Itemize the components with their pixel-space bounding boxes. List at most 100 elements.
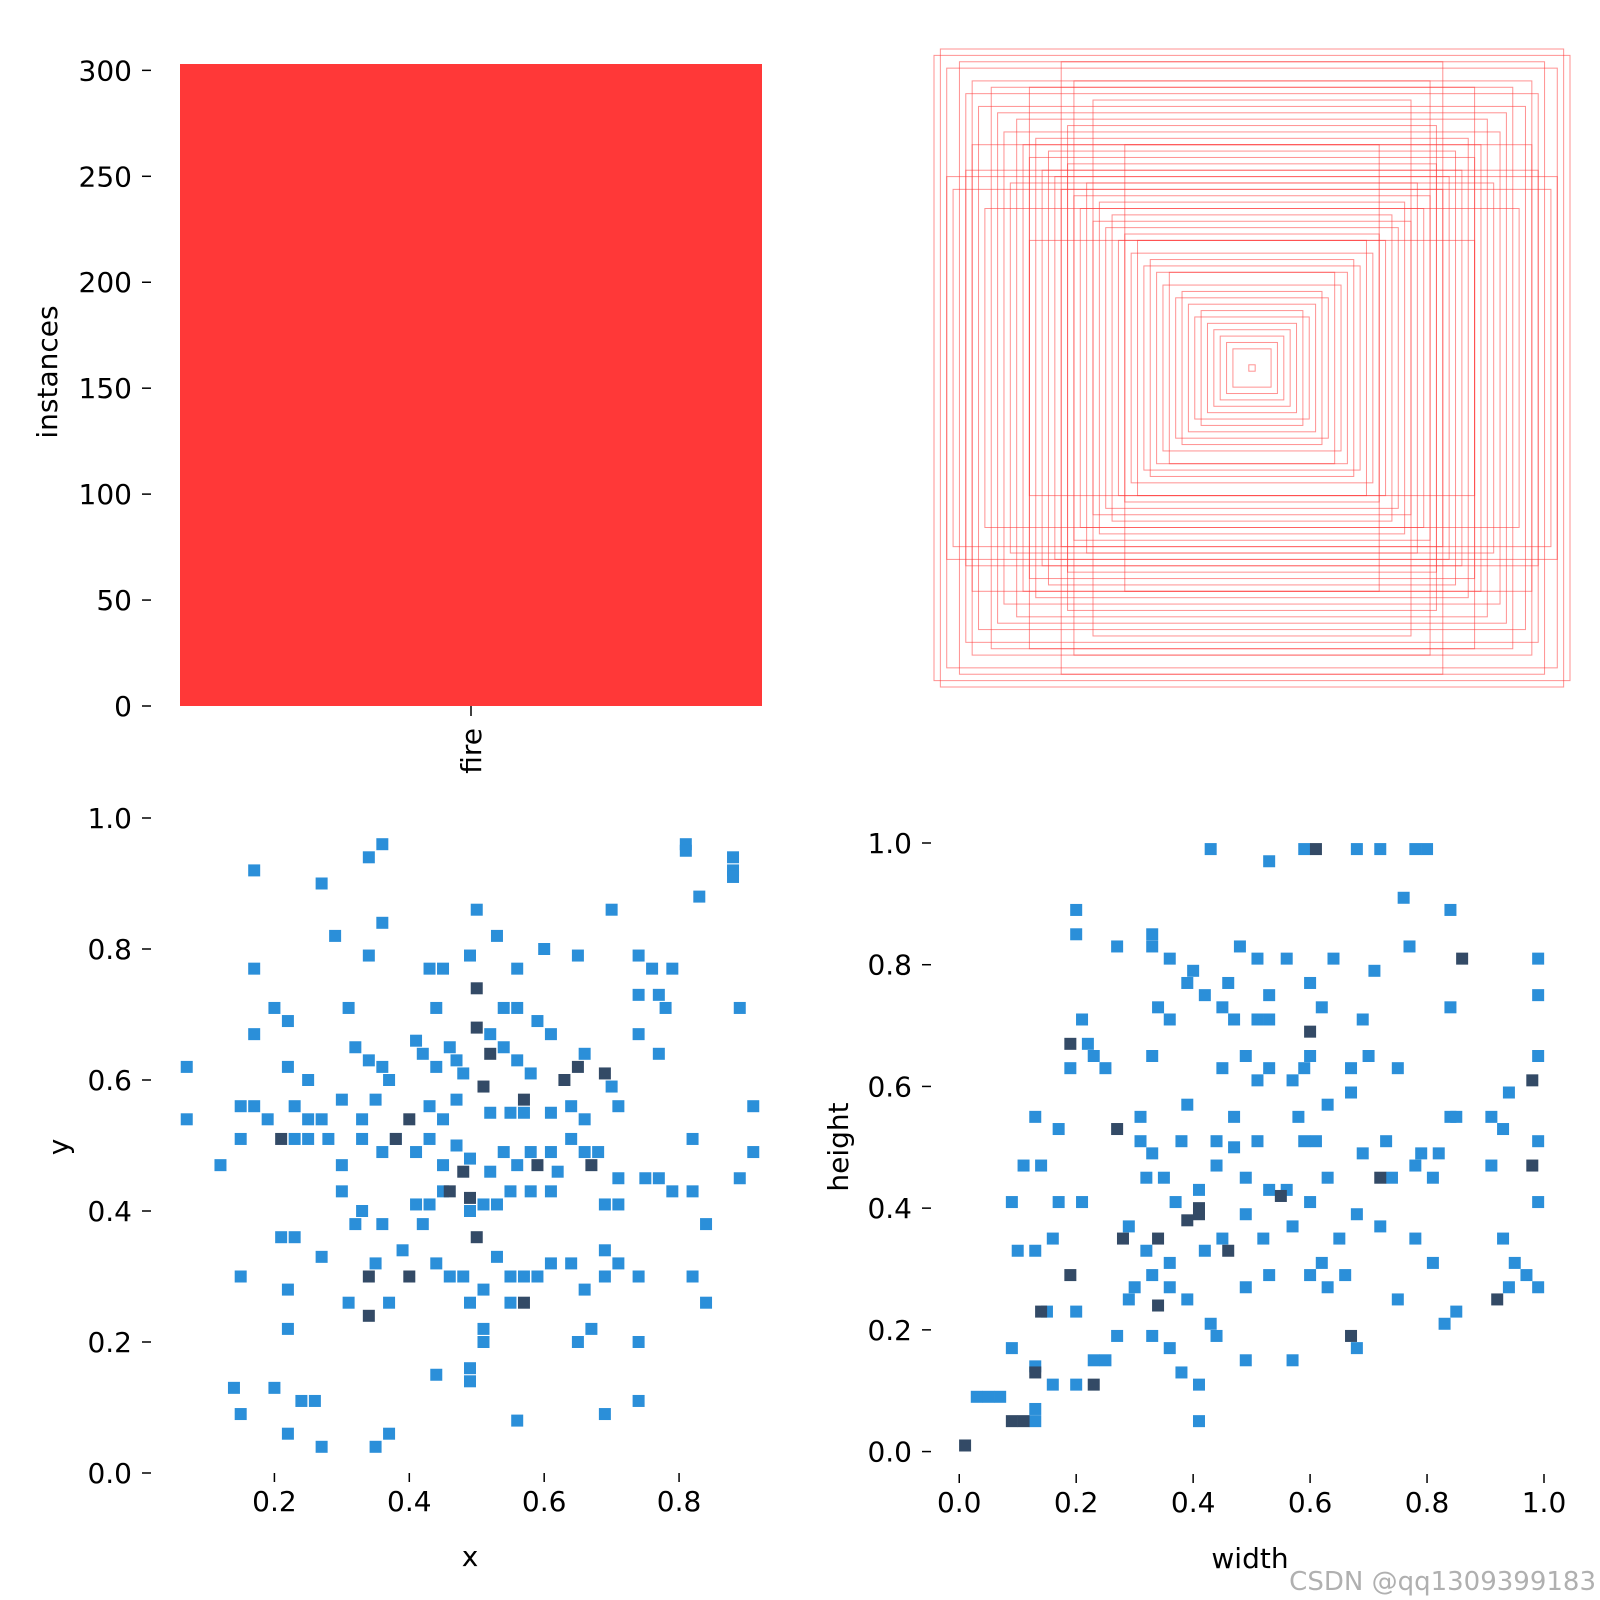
hist-cell: [524, 1185, 537, 1198]
hist-cell: [335, 1185, 348, 1198]
hist-cell: [288, 1231, 301, 1244]
hist-cell: [652, 1172, 665, 1185]
hist-cell: [383, 1296, 396, 1309]
hist-cell: [1257, 1232, 1270, 1245]
hist-cell-dense: [1526, 1159, 1539, 1172]
label-box: [1156, 271, 1348, 465]
hist-cell: [180, 1060, 193, 1073]
y-axis-label: y: [42, 1139, 75, 1156]
hist-cell-dense: [1152, 1232, 1165, 1245]
label-box: [997, 112, 1507, 624]
hist-cell: [1005, 1342, 1018, 1355]
hist-cell: [362, 851, 375, 864]
hist-cell: [349, 1041, 362, 1054]
hist-cell: [1251, 1013, 1264, 1026]
y-axis-label: instances: [31, 305, 64, 438]
hist-cell: [315, 1250, 328, 1263]
hist-cell: [652, 1047, 665, 1060]
hist-cell: [612, 1100, 625, 1113]
hist-cell: [511, 1001, 524, 1014]
label-boxes-chart: [933, 48, 1571, 688]
hist-cell: [652, 988, 665, 1001]
hist-cell: [484, 1165, 497, 1178]
hist-cell: [1175, 1366, 1188, 1379]
hist-cell-dense: [598, 1067, 611, 1080]
hist-cell: [544, 1106, 557, 1119]
hist-cell-dense: [403, 1113, 416, 1126]
hist-cell: [268, 1381, 281, 1394]
hist-cell-dense: [1274, 1189, 1287, 1202]
label-box: [1181, 290, 1323, 446]
hist-cell: [410, 1198, 423, 1211]
y-tick-label: 200: [79, 266, 132, 299]
hist-cell: [504, 1296, 517, 1309]
y-tick-label: 0.8: [867, 949, 912, 982]
hist-cell-dense: [1087, 1378, 1100, 1391]
hist-cell: [1239, 1050, 1252, 1062]
y-tick-label: 0.4: [87, 1195, 132, 1228]
hist-cell: [1497, 1123, 1510, 1136]
hist-cell: [1532, 1050, 1545, 1062]
hist-cell: [1502, 1281, 1515, 1294]
hist-cell: [356, 1205, 369, 1217]
label-box: [1175, 297, 1329, 439]
hist-cell: [383, 1427, 396, 1440]
hist-cell-dense: [403, 1270, 416, 1283]
hist-cell: [477, 1198, 490, 1211]
hist-cell: [490, 929, 503, 942]
y-tick-label: 1.0: [87, 802, 132, 835]
label-box: [1143, 265, 1361, 471]
hist-cell: [376, 838, 389, 851]
hist-cell: [598, 1270, 611, 1283]
hist-cell: [1070, 903, 1083, 916]
label-box: [1200, 310, 1304, 426]
label-box: [958, 61, 1546, 675]
label-box: [1003, 131, 1501, 605]
hist-cell: [376, 916, 389, 929]
hist-cell: [1076, 1196, 1089, 1209]
hist-cell: [1280, 952, 1293, 965]
hist-cell: [598, 1408, 611, 1421]
hist-cell: [1222, 976, 1235, 989]
hist-cell: [1263, 1013, 1276, 1026]
hist-cell: [1532, 1196, 1545, 1209]
label-box: [1009, 182, 1495, 554]
hist-cell: [659, 1001, 672, 1014]
hist-cell: [524, 1067, 537, 1080]
label-box: [1111, 214, 1393, 522]
hist-cell: [1350, 1208, 1363, 1221]
hist-cell: [1111, 940, 1124, 953]
hist-cell: [1192, 1183, 1205, 1196]
hist-cell: [1286, 1074, 1299, 1087]
hist-cell: [1070, 1305, 1083, 1318]
hist-cell: [578, 1283, 591, 1296]
label-box: [1041, 169, 1463, 567]
y-tick-label: 300: [79, 54, 132, 87]
hist-cell: [464, 1362, 476, 1375]
x-tick-label-fire: fire: [455, 728, 488, 774]
hist-cell: [982, 1390, 995, 1403]
hist-cell-dense: [457, 1165, 470, 1178]
hist-cell-dense: [1345, 1329, 1358, 1342]
label-box: [933, 54, 1571, 682]
hist-cell: [1239, 1171, 1252, 1184]
label-box: [1092, 99, 1412, 637]
y-tick-label: 0.2: [867, 1314, 912, 1347]
hist-cell-dense: [484, 1047, 497, 1060]
hist-cell: [464, 949, 476, 962]
hist-cell: [430, 1001, 443, 1014]
x-tick-label: 0.0: [937, 1486, 982, 1519]
hist-cell: [598, 1244, 611, 1257]
label-box: [965, 169, 1539, 567]
hist-cell: [1122, 1220, 1135, 1233]
hist-cell: [1450, 1305, 1463, 1318]
hist-cell-dense: [1029, 1366, 1042, 1379]
hist-cell: [1532, 1135, 1545, 1148]
hist-cell-dense: [470, 1231, 483, 1244]
hist-cell: [1181, 1293, 1194, 1306]
hist-cell: [437, 1113, 450, 1126]
hist-cell: [1181, 1098, 1194, 1111]
hist-cell: [1444, 903, 1457, 916]
hist-cell: [416, 1218, 429, 1231]
hist-cell: [497, 1146, 510, 1159]
